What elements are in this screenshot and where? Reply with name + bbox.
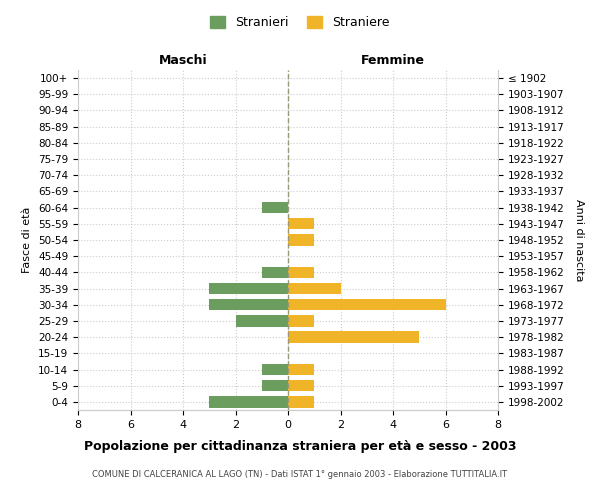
Bar (262, 202, 288, 213)
Text: COMUNE DI CALCERANICA AL LAGO (TN) - Dati ISTAT 1° gennaio 2003 - Elaborazione T: COMUNE DI CALCERANICA AL LAGO (TN) - Dat… (92, 470, 508, 479)
Bar (288, 283, 341, 294)
Bar (262, 380, 288, 392)
Y-axis label: Anni di nascita: Anni di nascita (574, 198, 584, 281)
Bar (262, 364, 288, 375)
Bar (288, 299, 445, 310)
Bar (209, 396, 288, 407)
Text: Maschi: Maschi (158, 54, 208, 67)
Bar (288, 218, 314, 230)
Bar (262, 266, 288, 278)
Bar (288, 332, 419, 343)
Bar (209, 299, 288, 310)
Bar (288, 316, 314, 326)
Text: Popolazione per cittadinanza straniera per età e sesso - 2003: Popolazione per cittadinanza straniera p… (84, 440, 516, 453)
Text: Femmine: Femmine (361, 54, 425, 67)
Bar (288, 396, 314, 407)
Y-axis label: Fasce di età: Fasce di età (22, 207, 32, 273)
Bar (288, 266, 314, 278)
Bar (288, 364, 314, 375)
Bar (209, 283, 288, 294)
Legend: Stranieri, Straniere: Stranieri, Straniere (205, 11, 395, 34)
Bar (235, 316, 288, 326)
Bar (288, 380, 314, 392)
Bar (288, 234, 314, 246)
